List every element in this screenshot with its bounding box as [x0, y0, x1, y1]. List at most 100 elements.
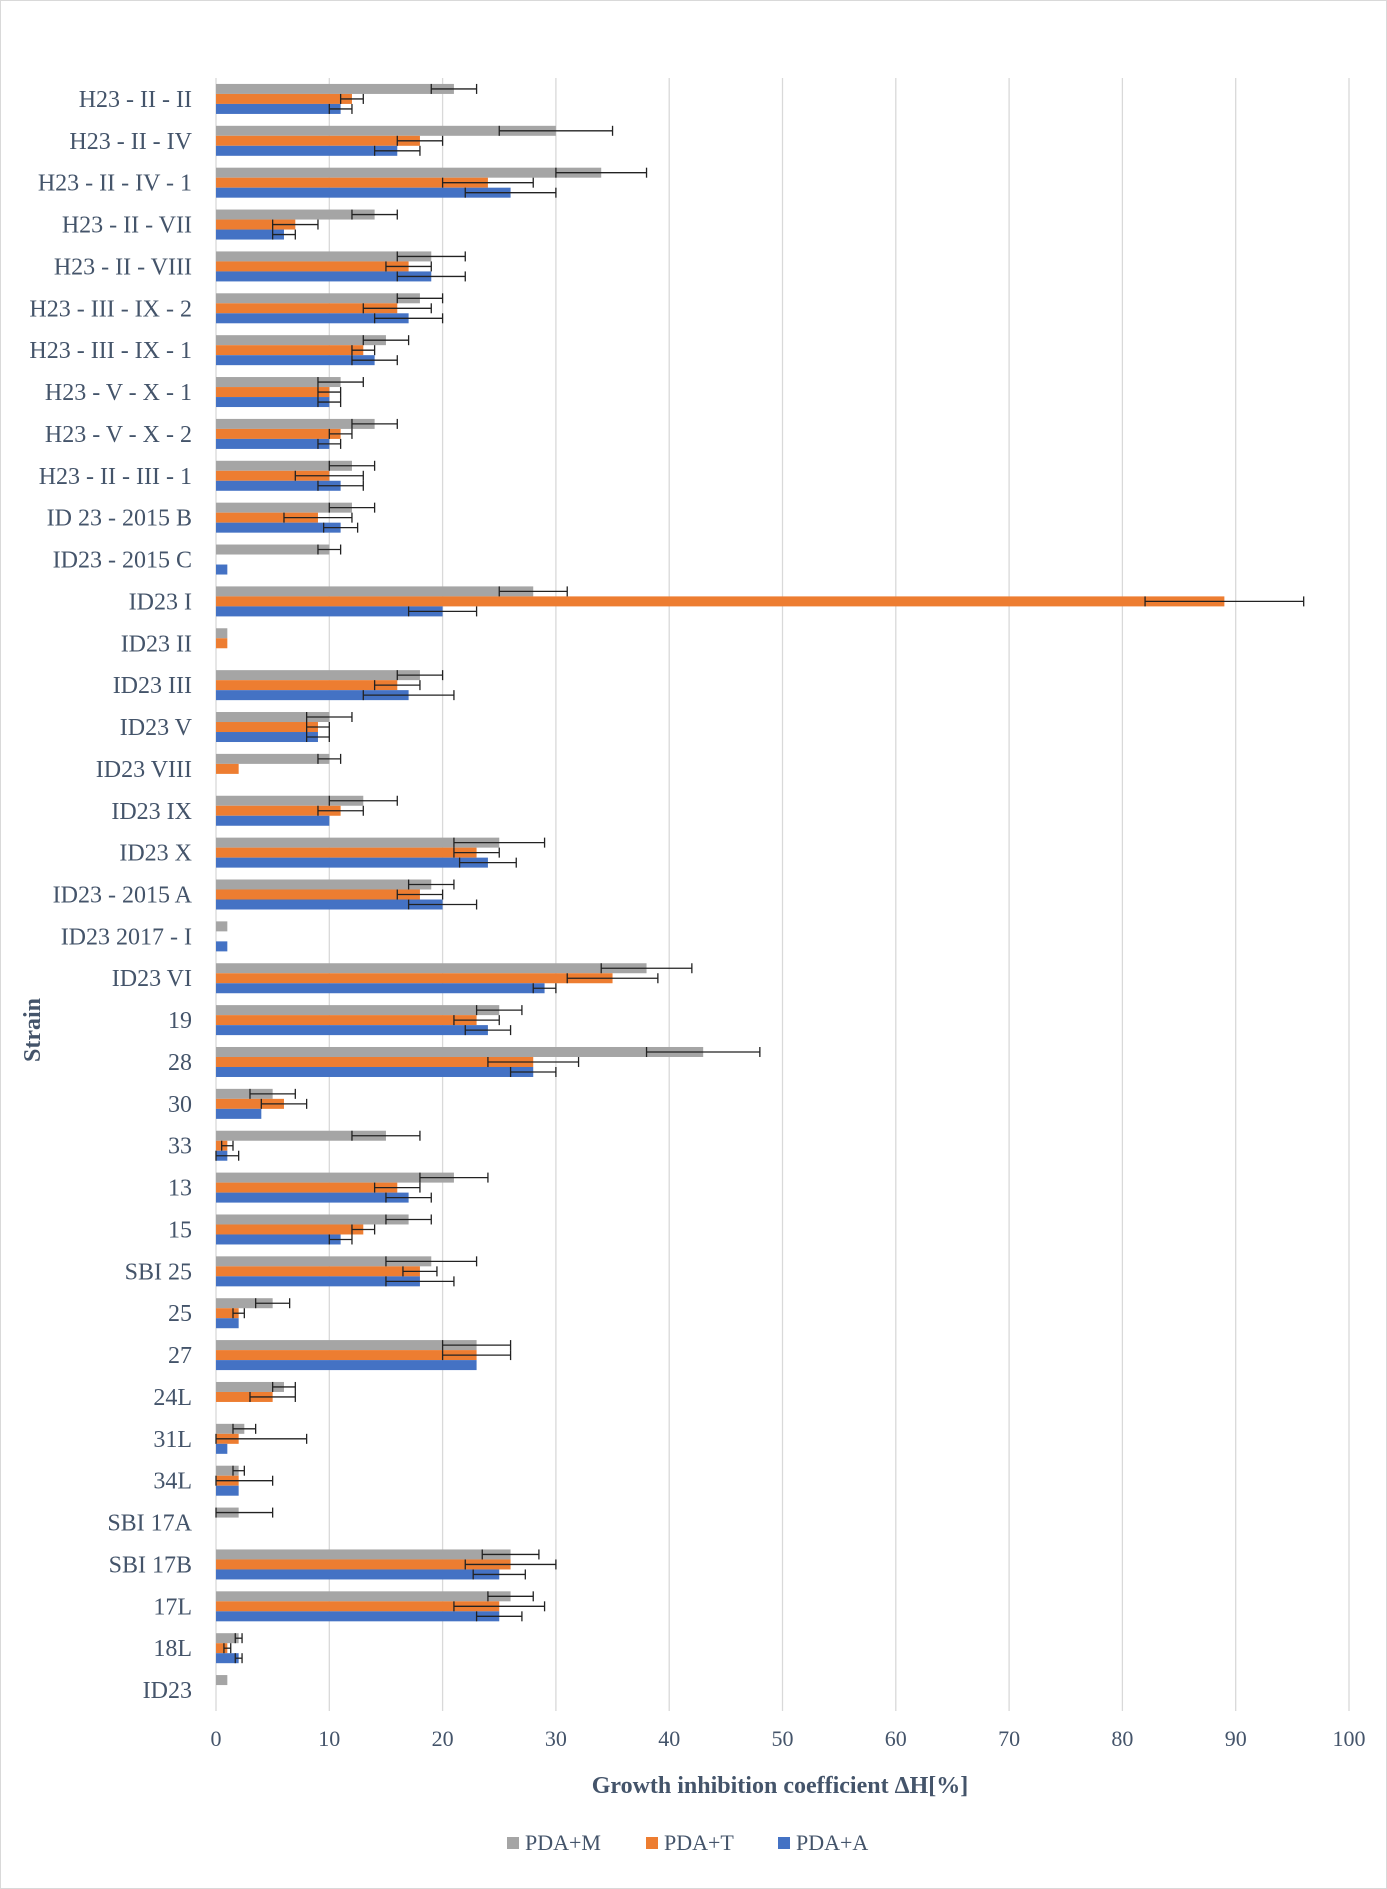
bar: [216, 335, 386, 346]
legend-label: PDA+T: [664, 1830, 734, 1855]
bar: [216, 1256, 432, 1267]
bar: [216, 1340, 477, 1351]
bar: [216, 564, 228, 575]
bar: [216, 418, 375, 429]
bar: [216, 209, 375, 220]
bar: [216, 1381, 284, 1392]
x-tick-label: 60: [885, 1726, 907, 1751]
bar: [216, 753, 330, 764]
bar: [216, 1130, 386, 1141]
category-labels: H23 - II - II H23 - II - IV H23 - II - IV …: [29, 87, 192, 1704]
bar: [216, 1423, 245, 1434]
bar: [216, 963, 647, 974]
bar: [216, 983, 545, 994]
category-label: ID23 X: [119, 841, 192, 867]
category-label: H23 - II - IV - 1: [38, 171, 192, 197]
bar: [216, 229, 284, 240]
bar: [216, 795, 364, 806]
bar: [216, 889, 420, 900]
x-tick-labels: 0 10 20 30 40 50 60 70 80 90 100: [211, 1726, 1366, 1751]
category-label: 24L: [153, 1385, 192, 1411]
bar: [216, 251, 432, 262]
bar: [216, 1653, 239, 1664]
legend-swatch: [507, 1837, 519, 1849]
category-label: ID23 III: [113, 673, 192, 699]
bar: [216, 1234, 341, 1245]
x-tick-label: 30: [545, 1726, 567, 1751]
x-tick-label: 50: [772, 1726, 794, 1751]
bar: [216, 522, 341, 533]
category-label: 33: [168, 1134, 192, 1160]
bar: [216, 1182, 398, 1193]
bar: [216, 1465, 239, 1476]
bar: [216, 1046, 704, 1057]
bar: [216, 145, 398, 156]
bar: [216, 879, 432, 890]
category-label: H23 - V - X - 1: [45, 380, 192, 406]
y-axis-title: Strain: [20, 998, 46, 1062]
bar: [216, 1224, 364, 1235]
category-label: 15: [168, 1217, 192, 1243]
bar: [216, 1108, 262, 1119]
category-label: H23 - II - III - 1: [39, 464, 192, 490]
category-label: 13: [168, 1176, 192, 1202]
category-label: 19: [168, 1008, 192, 1034]
bars: [216, 83, 1225, 1686]
bar: [216, 544, 330, 555]
x-axis-title: Growth inhibition coefficient ΔH[%]: [592, 1773, 969, 1799]
bar: [216, 135, 420, 146]
category-label: H23 - III - IX - 2: [29, 296, 192, 322]
bar: [216, 167, 602, 178]
bar: [216, 480, 341, 491]
bar: [216, 1276, 420, 1287]
bar: [216, 680, 398, 691]
bar: [216, 670, 420, 681]
bar: [216, 313, 409, 324]
bar: [216, 837, 500, 848]
bar: [216, 1611, 500, 1622]
x-tick-label: 20: [432, 1726, 454, 1751]
bar: [216, 1549, 511, 1560]
category-label: ID23 II: [121, 631, 192, 657]
bar: [216, 83, 454, 94]
legend-label: PDA+M: [525, 1830, 601, 1855]
bar: [216, 857, 488, 868]
bar: [216, 628, 228, 639]
category-label: ID23 VIII: [96, 757, 192, 783]
legend-swatch: [646, 1837, 658, 1849]
bar: [216, 1098, 284, 1109]
bar: [216, 512, 318, 523]
bar: [216, 921, 228, 932]
bar: [216, 973, 613, 984]
bar: [216, 1172, 454, 1183]
x-tick-label: 0: [211, 1726, 222, 1751]
x-tick-label: 70: [998, 1726, 1020, 1751]
bar: [216, 1015, 477, 1026]
x-tick-label: 90: [1225, 1726, 1247, 1751]
bar: [216, 1569, 500, 1580]
bar: [216, 261, 409, 272]
bar: [216, 1088, 273, 1099]
bar: [216, 1443, 228, 1454]
bar: [216, 219, 296, 230]
bar: [216, 470, 330, 481]
bar: [216, 847, 477, 858]
bar: [216, 438, 330, 449]
bar: [216, 271, 432, 282]
category-label: 34L: [153, 1469, 192, 1495]
category-label: 17L: [153, 1594, 192, 1620]
bar: [216, 177, 488, 188]
x-tick-label: 40: [658, 1726, 680, 1751]
x-tick-label: 80: [1111, 1726, 1133, 1751]
bar: [216, 1643, 228, 1654]
bar: [216, 93, 352, 104]
bar: [216, 722, 318, 733]
bar: [216, 941, 228, 952]
bar: [216, 732, 318, 743]
bar: [216, 1318, 239, 1329]
bar: [216, 355, 375, 366]
bar: [216, 1675, 228, 1686]
category-label: H23 - II - VII: [62, 213, 192, 239]
bar: [216, 1025, 488, 1036]
